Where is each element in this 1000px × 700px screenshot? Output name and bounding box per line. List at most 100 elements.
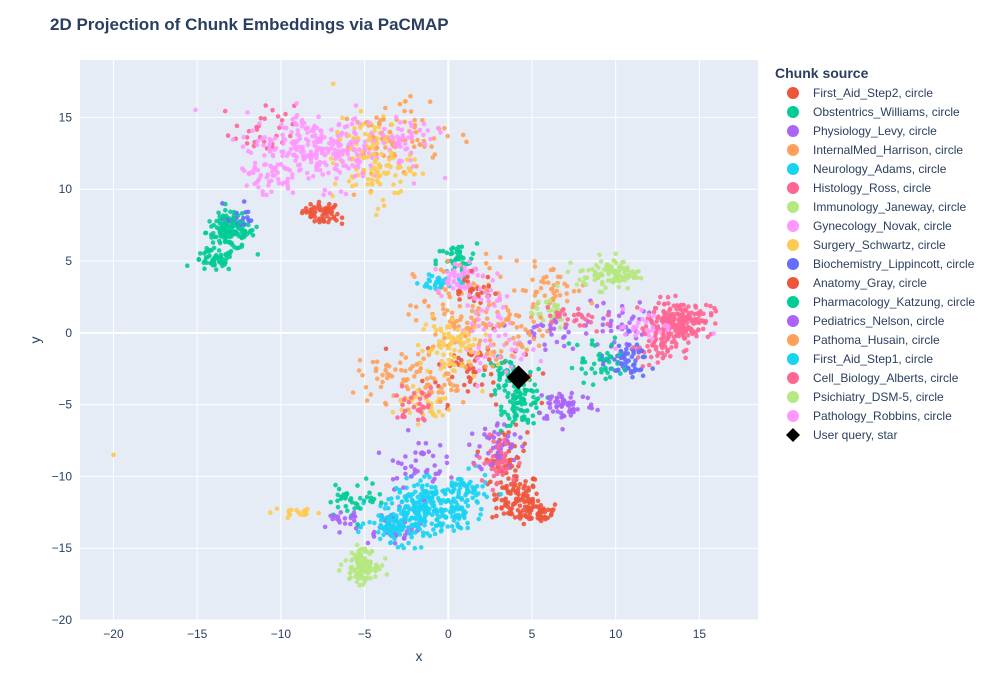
user-query-marker <box>506 365 531 390</box>
legend-item[interactable]: Cell_Biology_Alberts, circle <box>787 371 959 385</box>
legend-item[interactable]: Psichiatry_DSM-5, circle <box>787 390 944 404</box>
data-point <box>440 302 446 307</box>
data-point <box>609 342 615 347</box>
data-point <box>264 175 270 180</box>
data-point <box>336 144 342 149</box>
legend-item[interactable]: Gynecology_Novak, circle <box>787 219 952 233</box>
data-point <box>420 404 426 409</box>
data-point <box>533 289 538 295</box>
data-point <box>658 294 663 300</box>
data-point <box>210 240 216 245</box>
data-point <box>226 266 232 272</box>
data-point <box>260 189 266 194</box>
data-point <box>394 526 400 532</box>
legend-item[interactable]: Anatomy_Gray, circle <box>787 276 927 290</box>
legend-item[interactable]: InternalMed_Harrison, circle <box>787 143 963 157</box>
data-point <box>269 178 274 183</box>
legend-item[interactable]: Biochemistry_Lippincott, circle <box>787 257 975 271</box>
data-point <box>404 146 410 151</box>
data-point <box>561 343 567 349</box>
data-point <box>360 373 365 378</box>
data-point <box>585 395 591 401</box>
data-point <box>318 128 323 133</box>
data-point <box>391 182 396 187</box>
data-point <box>534 388 540 394</box>
data-point <box>357 547 363 553</box>
data-point <box>615 274 620 279</box>
data-point <box>339 130 345 136</box>
legend-item[interactable]: Physiology_Levy, circle <box>787 124 937 138</box>
data-point <box>308 201 313 207</box>
legend-item[interactable]: Obstentrics_Williams, circle <box>787 105 960 119</box>
data-point <box>364 549 370 554</box>
data-point <box>433 261 439 267</box>
data-point <box>646 313 651 318</box>
legend-label: Pediatrics_Nelson, circle <box>813 314 945 328</box>
legend-item[interactable]: Immunology_Janeway, circle <box>787 200 967 214</box>
data-point <box>462 269 468 275</box>
data-point <box>589 300 595 306</box>
data-point <box>463 364 468 370</box>
data-point <box>399 543 405 548</box>
data-point <box>490 278 496 283</box>
data-point <box>436 471 441 476</box>
data-point <box>368 576 373 581</box>
data-point <box>652 305 658 311</box>
legend-item[interactable]: User query, star <box>786 428 897 442</box>
data-point <box>312 219 317 224</box>
data-point <box>389 122 395 127</box>
data-point <box>453 482 459 488</box>
data-point <box>447 509 453 514</box>
data-point <box>472 295 477 301</box>
legend[interactable]: Chunk source First_Aid_Step2, circle Obst… <box>775 65 975 442</box>
data-point <box>509 353 515 359</box>
data-point <box>477 286 483 292</box>
data-point <box>538 285 544 291</box>
data-point <box>406 525 412 531</box>
data-point <box>471 281 476 286</box>
data-point <box>460 399 466 405</box>
legend-item[interactable]: Neurology_Adams, circle <box>787 162 947 176</box>
data-point <box>643 319 649 325</box>
legend-item[interactable]: Pathoma_Husain, circle <box>787 333 940 347</box>
data-point <box>690 331 695 337</box>
data-point <box>626 365 631 371</box>
legend-marker <box>787 106 799 118</box>
data-point <box>587 405 592 410</box>
data-point <box>348 575 353 580</box>
data-point <box>497 372 502 378</box>
legend-marker <box>787 182 799 194</box>
data-point <box>582 275 588 280</box>
legend-item[interactable]: Pathology_Robbins, circle <box>787 409 952 423</box>
data-point <box>525 514 531 519</box>
data-point <box>370 182 375 187</box>
data-point <box>361 498 367 504</box>
data-point <box>498 492 504 497</box>
data-point <box>425 368 430 374</box>
legend-item[interactable]: First_Aid_Step1, circle <box>787 352 933 366</box>
data-point <box>325 209 331 215</box>
data-point <box>608 328 614 334</box>
data-point <box>259 136 265 142</box>
data-point <box>452 362 457 368</box>
data-point <box>711 331 716 336</box>
data-point <box>464 139 469 145</box>
data-point <box>443 287 448 293</box>
data-point <box>414 164 419 169</box>
data-point <box>446 291 452 296</box>
data-point <box>694 311 700 317</box>
data-point <box>412 530 418 535</box>
data-point <box>346 178 352 184</box>
data-point <box>588 320 594 325</box>
data-point <box>498 449 504 455</box>
data-point <box>518 342 524 347</box>
data-point <box>665 336 671 341</box>
data-point <box>334 176 339 181</box>
data-point <box>493 468 499 474</box>
legend-item[interactable]: Pediatrics_Nelson, circle <box>787 314 945 328</box>
data-point <box>586 267 591 273</box>
legend-item[interactable]: Histology_Ross, circle <box>787 181 931 195</box>
legend-item[interactable]: First_Aid_Step2, circle <box>787 86 933 100</box>
legend-item[interactable]: Pharmacology_Katzung, circle <box>787 295 975 309</box>
legend-item[interactable]: Surgery_Schwartz, circle <box>787 238 946 252</box>
